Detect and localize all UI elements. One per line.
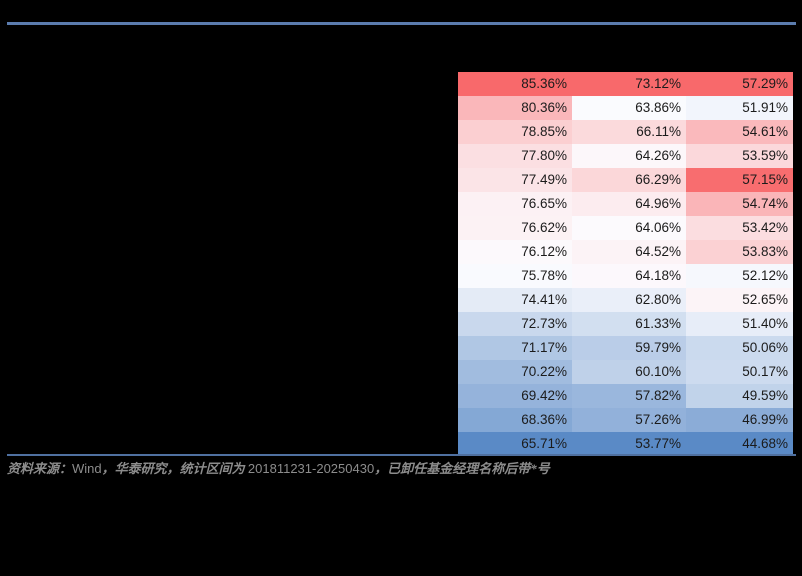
heatmap-cell: 64.52% — [572, 240, 686, 264]
heatmap-cell: 62.80% — [572, 288, 686, 312]
source-note-remark: ，已卸任基金经理名称后带*号 — [374, 461, 550, 476]
heatmap-cell: 59.79% — [572, 336, 686, 360]
heatmap-cell: 77.80% — [458, 144, 572, 168]
heatmap-cell: 64.18% — [572, 264, 686, 288]
heatmap-cell: 51.40% — [686, 312, 793, 336]
heatmap-cell: 76.12% — [458, 240, 572, 264]
heatmap-cell: 53.77% — [572, 432, 686, 456]
top-divider-rule — [7, 22, 796, 25]
heatmap-cell: 54.74% — [686, 192, 793, 216]
table-row: 77.80% 64.26% 53.59% — [458, 144, 793, 168]
heatmap-cell: 52.12% — [686, 264, 793, 288]
table-row: 85.36% 73.12% 57.29% — [458, 72, 793, 96]
table-row: 76.65% 64.96% 54.74% — [458, 192, 793, 216]
heatmap-cell: 64.96% — [572, 192, 686, 216]
heatmap-cell: 73.12% — [572, 72, 686, 96]
source-note-daterange: 201811231-20250430 — [247, 461, 375, 476]
table-row: 78.85% 66.11% 54.61% — [458, 120, 793, 144]
heatmap-cell: 61.33% — [572, 312, 686, 336]
heatmap-cell: 69.42% — [458, 384, 572, 408]
heatmap-cell: 65.71% — [458, 432, 572, 456]
heatmap-cell: 80.36% — [458, 96, 572, 120]
heatmap-cell: 46.99% — [686, 408, 793, 432]
heatmap-cell: 51.91% — [686, 96, 793, 120]
heatmap-cell: 57.29% — [686, 72, 793, 96]
table-row: 75.78% 64.18% 52.12% — [458, 264, 793, 288]
heatmap-cell: 54.61% — [686, 120, 793, 144]
table-row: 80.36% 63.86% 51.91% — [458, 96, 793, 120]
heatmap-cell: 57.26% — [572, 408, 686, 432]
table-row: 71.17% 59.79% 50.06% — [458, 336, 793, 360]
heatmap-cell: 75.78% — [458, 264, 572, 288]
heatmap-cell: 85.36% — [458, 72, 572, 96]
table-row: 69.42% 57.82% 49.59% — [458, 384, 793, 408]
heatmap-cell: 72.73% — [458, 312, 572, 336]
heatmap-cell: 64.26% — [572, 144, 686, 168]
table-row: 76.12% 64.52% 53.83% — [458, 240, 793, 264]
heatmap-cell: 66.29% — [572, 168, 686, 192]
heatmap-cell: 53.59% — [686, 144, 793, 168]
heatmap-cell: 74.41% — [458, 288, 572, 312]
heatmap-cell: 49.59% — [686, 384, 793, 408]
table-row: 70.22% 60.10% 50.17% — [458, 360, 793, 384]
table-row: 77.49% 66.29% 57.15% — [458, 168, 793, 192]
heatmap-cell: 53.83% — [686, 240, 793, 264]
heatmap-table: 85.36% 73.12% 57.29% 80.36% 63.86% 51.91% 78.8… — [458, 72, 793, 456]
source-note-wind: Wind — [72, 461, 102, 476]
source-note-label: 资料来源： — [7, 461, 73, 476]
table-row: 74.41% 62.80% 52.65% — [458, 288, 793, 312]
heatmap-cell: 60.10% — [572, 360, 686, 384]
heatmap-cell: 78.85% — [458, 120, 572, 144]
heatmap-cell: 52.65% — [686, 288, 793, 312]
table-row: 68.36% 57.26% 46.99% — [458, 408, 793, 432]
source-note-research: ，华泰研究，统计区间为 — [101, 461, 248, 476]
table-row: 65.71% 53.77% 44.68% — [458, 432, 793, 456]
heatmap-cell: 50.06% — [686, 336, 793, 360]
heatmap-cell: 63.86% — [572, 96, 686, 120]
heatmap-cell: 64.06% — [572, 216, 686, 240]
heatmap-cell: 76.62% — [458, 216, 572, 240]
heatmap-cell: 53.42% — [686, 216, 793, 240]
heatmap-cell: 68.36% — [458, 408, 572, 432]
heatmap-cell: 44.68% — [686, 432, 793, 456]
heatmap-cell: 50.17% — [686, 360, 793, 384]
footer-divider-rule — [7, 454, 796, 456]
source-note: 资料来源：Wind，华泰研究，统计区间为 201811231-20250430，… — [7, 460, 787, 477]
heatmap-cell: 70.22% — [458, 360, 572, 384]
heatmap-cell: 57.82% — [572, 384, 686, 408]
heatmap-cell: 57.15% — [686, 168, 793, 192]
table-row: 72.73% 61.33% 51.40% — [458, 312, 793, 336]
heatmap-cell: 66.11% — [572, 120, 686, 144]
table-row: 76.62% 64.06% 53.42% — [458, 216, 793, 240]
heatmap-cell: 76.65% — [458, 192, 572, 216]
heatmap-cell: 77.49% — [458, 168, 572, 192]
heatmap-cell: 71.17% — [458, 336, 572, 360]
